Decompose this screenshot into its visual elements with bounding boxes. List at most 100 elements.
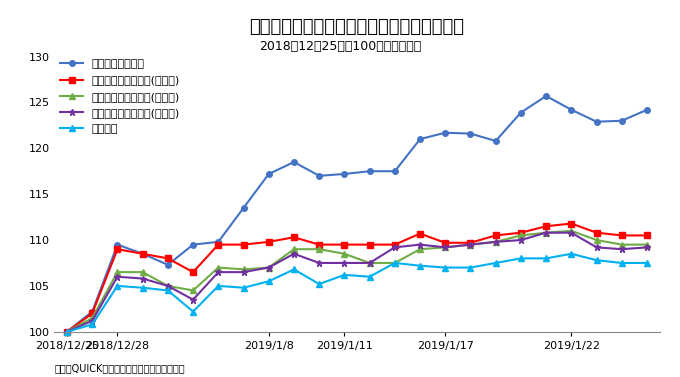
東証規模別株価指数(大型株) [214,270,222,274]
東証マザーズ指数 [139,251,147,256]
東証規模別株価指数(大型株) [315,261,323,265]
東証規模別株価指数(大型株) [643,245,651,250]
東証マザーズ指数 [592,120,600,124]
東証規模別株価指数(大型株) [366,261,374,265]
日経平均 [416,264,424,268]
東証規模別株価指数(小型株) [617,233,626,238]
東証マザーズ指数 [265,172,273,176]
東証マザーズ指数 [114,242,122,247]
東証規模別株価指数(中型株) [139,270,147,274]
東証規模別株価指数(中型株) [492,240,500,244]
東証規模別株価指数(大型株) [114,274,122,279]
東証規模別株価指数(中型株) [63,329,71,334]
日経平均 [592,258,600,262]
日経平均 [265,279,273,284]
東証規模別株価指数(中型株) [214,265,222,270]
東証規模別株価指数(小型株) [315,242,323,247]
東証規模別株価指数(小型株) [63,329,71,334]
東証規模別株価指数(小型株) [164,256,172,261]
日経平均 [517,256,525,261]
東証規模別株価指数(小型株) [643,233,651,238]
日経平均 [391,261,399,265]
東証マザーズ指数 [416,137,424,141]
日経平均 [643,261,651,265]
東証マザーズ指数 [441,130,449,135]
東証規模別株価指数(大型株) [290,251,298,256]
東証規模別株価指数(小型株) [290,235,298,239]
東証規模別株価指数(中型株) [366,261,374,265]
東証規模別株価指数(中型株) [567,228,575,233]
東証規模別株価指数(大型株) [592,245,600,250]
東証マザーズ指数 [567,107,575,112]
東証規模別株価指数(中型株) [617,242,626,247]
東証マザーズ指数 [492,139,500,143]
Text: 2018年12月25日＝100として指数化: 2018年12月25日＝100として指数化 [259,40,421,52]
東証マザーズ指数 [214,240,222,244]
東証規模別株価指数(中型株) [466,242,475,247]
日経平均 [441,265,449,270]
日経平均 [88,322,97,327]
日経平均 [189,309,197,314]
東証規模別株価指数(中型株) [290,247,298,251]
東証規模別株価指数(中型株) [114,270,122,274]
東証規模別株価指数(大型株) [239,270,248,274]
日経平均 [214,284,222,288]
Legend: 東証マザーズ指数, 東証規模別株価指数(小型株), 東証規模別株価指数(中型株), 東証規模別株価指数(大型株), 日経平均: 東証マザーズ指数, 東証規模別株価指数(小型株), 東証規模別株価指数(中型株)… [61,59,180,134]
東証規模別株価指数(小型株) [466,241,475,245]
東証規模別株価指数(中型株) [164,284,172,288]
東証規模別株価指数(中型株) [239,267,248,272]
Line: 東証マザーズ指数: 東証マザーズ指数 [64,93,650,334]
東証規模別株価指数(小型株) [340,242,348,247]
東証規模別株価指数(小型株) [239,242,248,247]
東証規模別株価指数(大型株) [492,240,500,244]
日経平均 [315,282,323,286]
日経平均 [139,285,147,290]
東証規模別株価指数(大型株) [63,329,71,334]
東証規模別株価指数(小型株) [391,242,399,247]
日経平均 [466,265,475,270]
東証規模別株価指数(大型株) [340,261,348,265]
東証規模別株価指数(大型株) [466,242,475,247]
東証規模別株価指数(中型株) [189,288,197,293]
東証規模別株価指数(小型株) [416,231,424,236]
日経平均 [366,274,374,279]
東証マザーズ指数 [290,160,298,164]
日経平均 [340,273,348,277]
東証規模別株価指数(中型株) [391,261,399,265]
東証マザーズ指数 [340,172,348,176]
東証規模別株価指数(小型株) [265,240,273,244]
東証マザーズ指数 [189,242,197,247]
東証規模別株価指数(中型株) [265,265,273,270]
東証規模別株価指数(小型株) [189,270,197,274]
東証規模別株価指数(大型株) [567,230,575,235]
東証規模別株価指数(大型株) [617,247,626,251]
東証規模別株価指数(中型株) [340,251,348,256]
日経平均 [114,284,122,288]
東証規模別株価指数(大型株) [164,284,172,288]
東証規模別株価指数(大型株) [391,245,399,250]
東証マザーズ指数 [517,110,525,115]
Line: 日経平均: 日経平均 [64,251,650,334]
日経平均 [492,261,500,265]
東証規模別株価指数(中型株) [88,316,97,320]
東証規模別株価指数(小型株) [114,247,122,251]
東証規模別株価指数(中型株) [441,245,449,250]
東証マザーズ指数 [617,118,626,123]
日経平均 [542,256,550,261]
日経平均 [164,288,172,293]
日経平均 [617,261,626,265]
Line: 東証規模別株価指数(大型株): 東証規模別株価指数(大型株) [63,229,651,335]
東証マザーズ指数 [466,131,475,136]
日経平均 [290,267,298,272]
東証マザーズ指数 [63,329,71,334]
東証マザーズ指数 [366,169,374,173]
東証規模別株価指数(小型株) [567,221,575,226]
東証規模別株価指数(大型株) [189,297,197,302]
東証マザーズ指数 [542,94,550,98]
Line: 東証規模別株価指数(小型株): 東証規模別株価指数(小型株) [64,221,650,334]
東証規模別株価指数(中型株) [542,230,550,235]
Line: 東証規模別株価指数(中型株): 東証規模別株価指数(中型株) [64,228,650,334]
東証規模別株価指数(大型株) [139,276,147,281]
東証マザーズ指数 [88,309,97,314]
東証規模別株価指数(小型株) [542,224,550,228]
